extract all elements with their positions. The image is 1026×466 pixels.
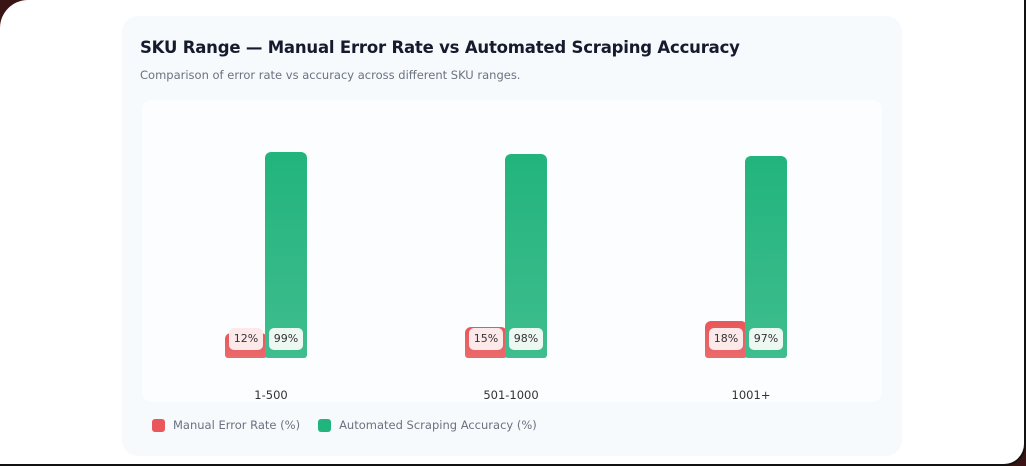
- bar-value-label: 12%: [229, 328, 263, 350]
- bar-value-label: 18%: [709, 328, 743, 350]
- chart-subtitle: Comparison of error rate vs accuracy acr…: [140, 68, 521, 82]
- x-axis-category-label: 501-1000: [483, 388, 539, 402]
- x-axis-category-label: 1-500: [254, 388, 288, 402]
- legend-swatch-icon: [152, 418, 165, 432]
- x-axis-category-label: 1001+: [731, 388, 771, 402]
- bar-automated-accuracy[interactable]: [265, 152, 307, 358]
- legend-label: Manual Error Rate (%): [173, 418, 301, 432]
- chart-legend: Manual Error Rate (%) Automated Scraping …: [152, 418, 555, 432]
- bar-automated-accuracy[interactable]: [745, 156, 787, 358]
- bar-automated-accuracy[interactable]: [505, 154, 547, 358]
- bar-value-label: 97%: [749, 328, 783, 350]
- bar-value-label: 98%: [509, 328, 543, 350]
- plot-area: 12% 99% 1-500 15% 98% 501-1000 18% 97% 1001+: [142, 100, 882, 402]
- bar-value-label: 99%: [269, 328, 303, 350]
- chart-title: SKU Range — Manual Error Rate vs Automat…: [140, 38, 740, 57]
- chart-card: SKU Range — Manual Error Rate vs Automat…: [122, 16, 902, 456]
- legend-label: Automated Scraping Accuracy (%): [339, 418, 537, 432]
- legend-item-automated-accuracy[interactable]: Automated Scraping Accuracy (%): [318, 418, 537, 432]
- bar-value-label: 15%: [469, 328, 503, 350]
- legend-item-manual-error-rate[interactable]: Manual Error Rate (%): [152, 418, 300, 432]
- legend-swatch-icon: [318, 418, 332, 432]
